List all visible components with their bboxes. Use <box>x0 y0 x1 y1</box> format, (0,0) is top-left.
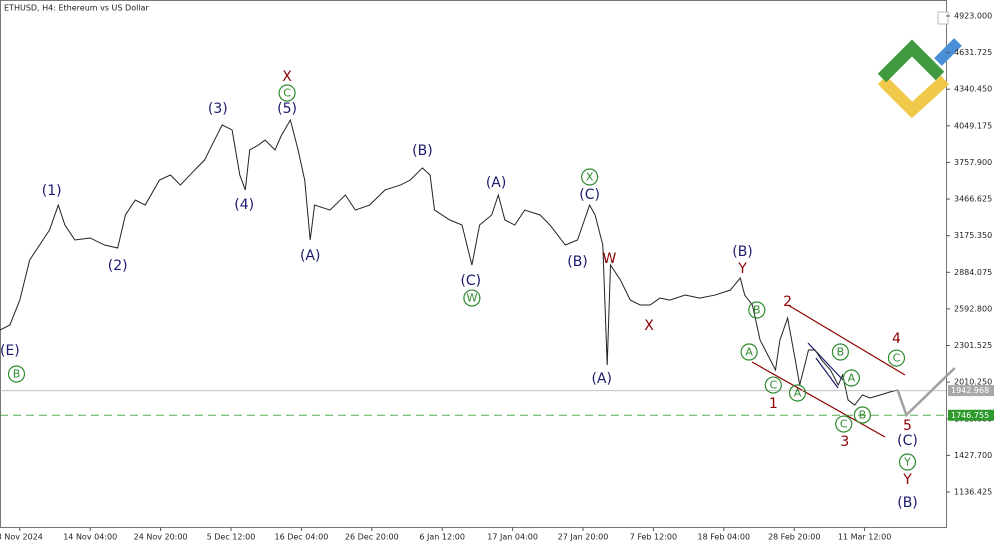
wave-label: (1) <box>42 183 62 199</box>
wave-label: (B) <box>412 143 433 159</box>
wave-circle <box>764 376 782 394</box>
x-tick-label: 28 Feb 20:00 <box>768 533 820 542</box>
wave-label: (4) <box>234 197 254 213</box>
x-tick-label: 18 Feb 04:00 <box>698 533 750 542</box>
y-tick-label: 4049.175 <box>954 121 992 130</box>
wave-label: 5 <box>903 418 912 434</box>
wave-label: (C) <box>897 433 918 449</box>
wave-label: A <box>794 386 802 399</box>
wave-label: C <box>769 379 777 392</box>
y-tick-label: 4923.000 <box>954 11 992 20</box>
wave-label: (3) <box>208 101 228 117</box>
wave-circle <box>898 453 917 471</box>
y-tick-label: 4340.450 <box>954 85 992 94</box>
wave-label: C <box>283 87 291 100</box>
channel-line <box>807 342 844 381</box>
wave-circle <box>7 365 26 383</box>
plot-frame <box>0 0 947 528</box>
y-tick-label: 3466.625 <box>954 195 992 204</box>
wave-label: C <box>840 418 848 431</box>
channel-line <box>751 361 886 438</box>
y-tick-label: 4631.725 <box>954 48 992 57</box>
wave-circle <box>831 343 850 361</box>
y-tick-label: 3757.900 <box>954 158 992 167</box>
wave-circle <box>835 415 853 433</box>
price-line <box>896 367 956 418</box>
wave-circle <box>740 343 758 361</box>
toolbar-icon[interactable] <box>937 11 949 25</box>
price-label: 1942.968 <box>951 386 989 395</box>
wave-label: B <box>837 346 845 359</box>
wave-circle <box>788 384 807 402</box>
channel-line <box>787 304 906 376</box>
x-tick-label: 14 Nov 04:00 <box>63 533 117 542</box>
wave-circle <box>853 406 872 424</box>
wave-label: Y <box>737 261 747 277</box>
wave-label: 1 <box>769 396 778 412</box>
wave-label: B <box>13 368 21 381</box>
price-label-box <box>948 409 994 421</box>
y-tick-label: 2010.250 <box>954 378 992 387</box>
wave-label: B <box>753 304 761 317</box>
wave-label: A <box>848 372 856 385</box>
x-tick-label: 11 Mar 12:00 <box>838 533 891 542</box>
x-tick-label: 16 Dec 04:00 <box>274 533 328 542</box>
wave-label: X <box>282 69 292 85</box>
y-tick-label: 1427.700 <box>954 451 992 460</box>
price-label: 1746.755 <box>951 411 989 420</box>
wave-label: C <box>893 352 901 365</box>
wave-label: 4 <box>892 331 901 347</box>
y-tick-label: 2592.800 <box>954 304 992 313</box>
x-tick-label: 6 Jan 12:00 <box>419 533 465 542</box>
x-tick-label: 3 Nov 2024 <box>0 533 43 542</box>
y-tick-label: 2301.525 <box>954 341 992 350</box>
x-tick-label: 24 Nov 20:00 <box>134 533 188 542</box>
wave-label: (A) <box>300 248 321 264</box>
x-tick-label: 17 Jan 04:00 <box>487 533 538 542</box>
wave-label: (C) <box>460 273 481 289</box>
wave-circle <box>748 301 766 319</box>
x-tick-label: 7 Feb 12:00 <box>630 533 677 542</box>
wave-label: X <box>644 318 654 334</box>
y-tick-label: 2884.075 <box>954 268 992 277</box>
channel-line <box>815 357 839 389</box>
chart-title: ETHUSD, H4: Ethereum vs US Dollar <box>4 4 149 13</box>
logo <box>877 38 962 119</box>
wave-label: (B) <box>897 495 918 511</box>
wave-label: 3 <box>840 434 849 450</box>
wave-circle <box>463 289 481 307</box>
x-tick-label: 27 Jan 20:00 <box>558 533 609 542</box>
wave-label: W <box>602 251 616 267</box>
wave-label: Y <box>903 456 911 469</box>
wave-label: (A) <box>591 371 612 387</box>
wave-label: (E) <box>0 343 20 359</box>
x-tick-label: 5 Dec 12:00 <box>207 533 256 542</box>
wave-label: A <box>745 346 753 359</box>
wave-circle <box>887 349 906 367</box>
wave-label: (2) <box>108 258 128 274</box>
wave-label: W <box>466 292 477 305</box>
price-line <box>0 118 898 406</box>
wave-label: (A) <box>486 175 507 191</box>
x-tick-label: 26 Dec 20:00 <box>345 533 399 542</box>
wave-circle <box>278 84 296 102</box>
wave-circle <box>842 369 861 387</box>
wave-label: X <box>586 171 594 184</box>
wave-label: (5) <box>277 101 297 117</box>
wave-label: (B) <box>567 254 588 270</box>
y-tick-label: 3175.350 <box>954 231 992 240</box>
y-tick-label: 1136.425 <box>954 487 992 496</box>
wave-label: (C) <box>579 187 600 203</box>
price-label-box <box>948 385 994 397</box>
wave-label: (B) <box>732 244 753 260</box>
wave-label: Y <box>902 472 912 488</box>
wave-circle <box>580 168 599 186</box>
wave-label: B <box>859 408 867 421</box>
wave-label: 2 <box>783 294 792 310</box>
